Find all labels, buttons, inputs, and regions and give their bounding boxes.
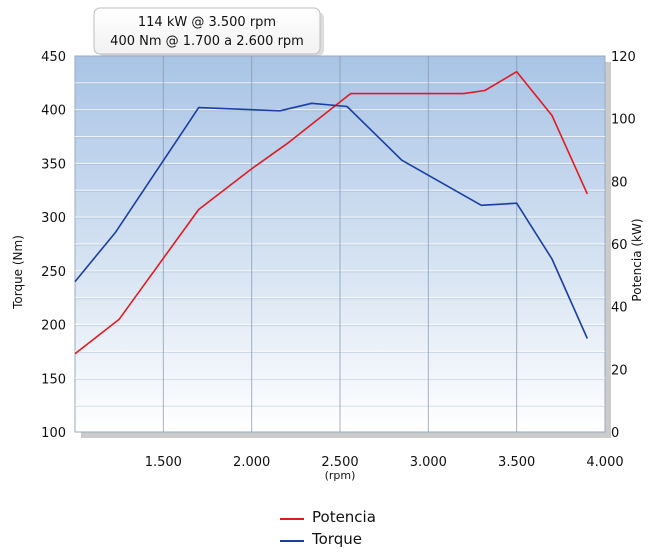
y-right-tick-label: 80 <box>611 175 628 190</box>
y-axis-left-title: Torque (Nm) <box>11 235 25 310</box>
legend-item-torque: Torque <box>280 528 376 550</box>
legend-label-potencia: Potencia <box>312 508 376 526</box>
tick-layer: 1.500 2.000 2.500 3.000 3.500 4.0001001502002… <box>41 50 636 470</box>
y-left-tick-label: 100 <box>41 426 66 441</box>
y-left-tick-label: 250 <box>41 265 66 280</box>
header-line-1: 114 kW @ 3.500 rpm <box>138 15 276 30</box>
y-left-tick-label: 450 <box>41 50 66 65</box>
y-right-tick-label: 100 <box>611 113 636 128</box>
header-box <box>93 7 321 55</box>
x-tick-label: 1.500 <box>145 455 182 470</box>
legend-swatch-potencia <box>280 518 304 520</box>
series-line-potencia <box>74 70 589 355</box>
y-left-tick-label: 150 <box>41 372 66 387</box>
y-left-tick-label: 200 <box>41 319 66 334</box>
y-right-tick-label: 40 <box>611 301 628 316</box>
legend-label-torque: Torque <box>312 530 362 548</box>
x-axis-title: (rpm) <box>325 469 356 482</box>
y-left-tick-label: 300 <box>41 211 66 226</box>
legend: Potencia Torque <box>280 506 376 550</box>
x-tick-label: 2.000 <box>233 455 270 470</box>
legend-item-potencia: Potencia <box>280 506 376 528</box>
y-right-tick-label: 120 <box>611 50 636 65</box>
header-line-2: 400 Nm @ 1.700 a 2.600 rpm <box>110 34 304 49</box>
grid-layer <box>75 56 605 432</box>
y-left-tick-label: 350 <box>41 157 66 172</box>
y-right-tick-label: 60 <box>611 238 628 253</box>
x-tick-label: 3.000 <box>410 455 447 470</box>
y-right-tick-label: 0 <box>611 426 619 441</box>
y-left-tick-label: 400 <box>41 104 66 119</box>
x-tick-label: 3.500 <box>498 455 535 470</box>
series-layer <box>74 70 589 355</box>
x-tick-label: 2.500 <box>321 455 358 470</box>
x-tick-label: 4.000 <box>586 455 623 470</box>
series-line-torque <box>74 102 589 339</box>
legend-swatch-torque <box>280 540 304 542</box>
y-right-tick-label: 20 <box>611 363 628 378</box>
y-axis-right-title: Potencia (kW) <box>630 218 644 301</box>
